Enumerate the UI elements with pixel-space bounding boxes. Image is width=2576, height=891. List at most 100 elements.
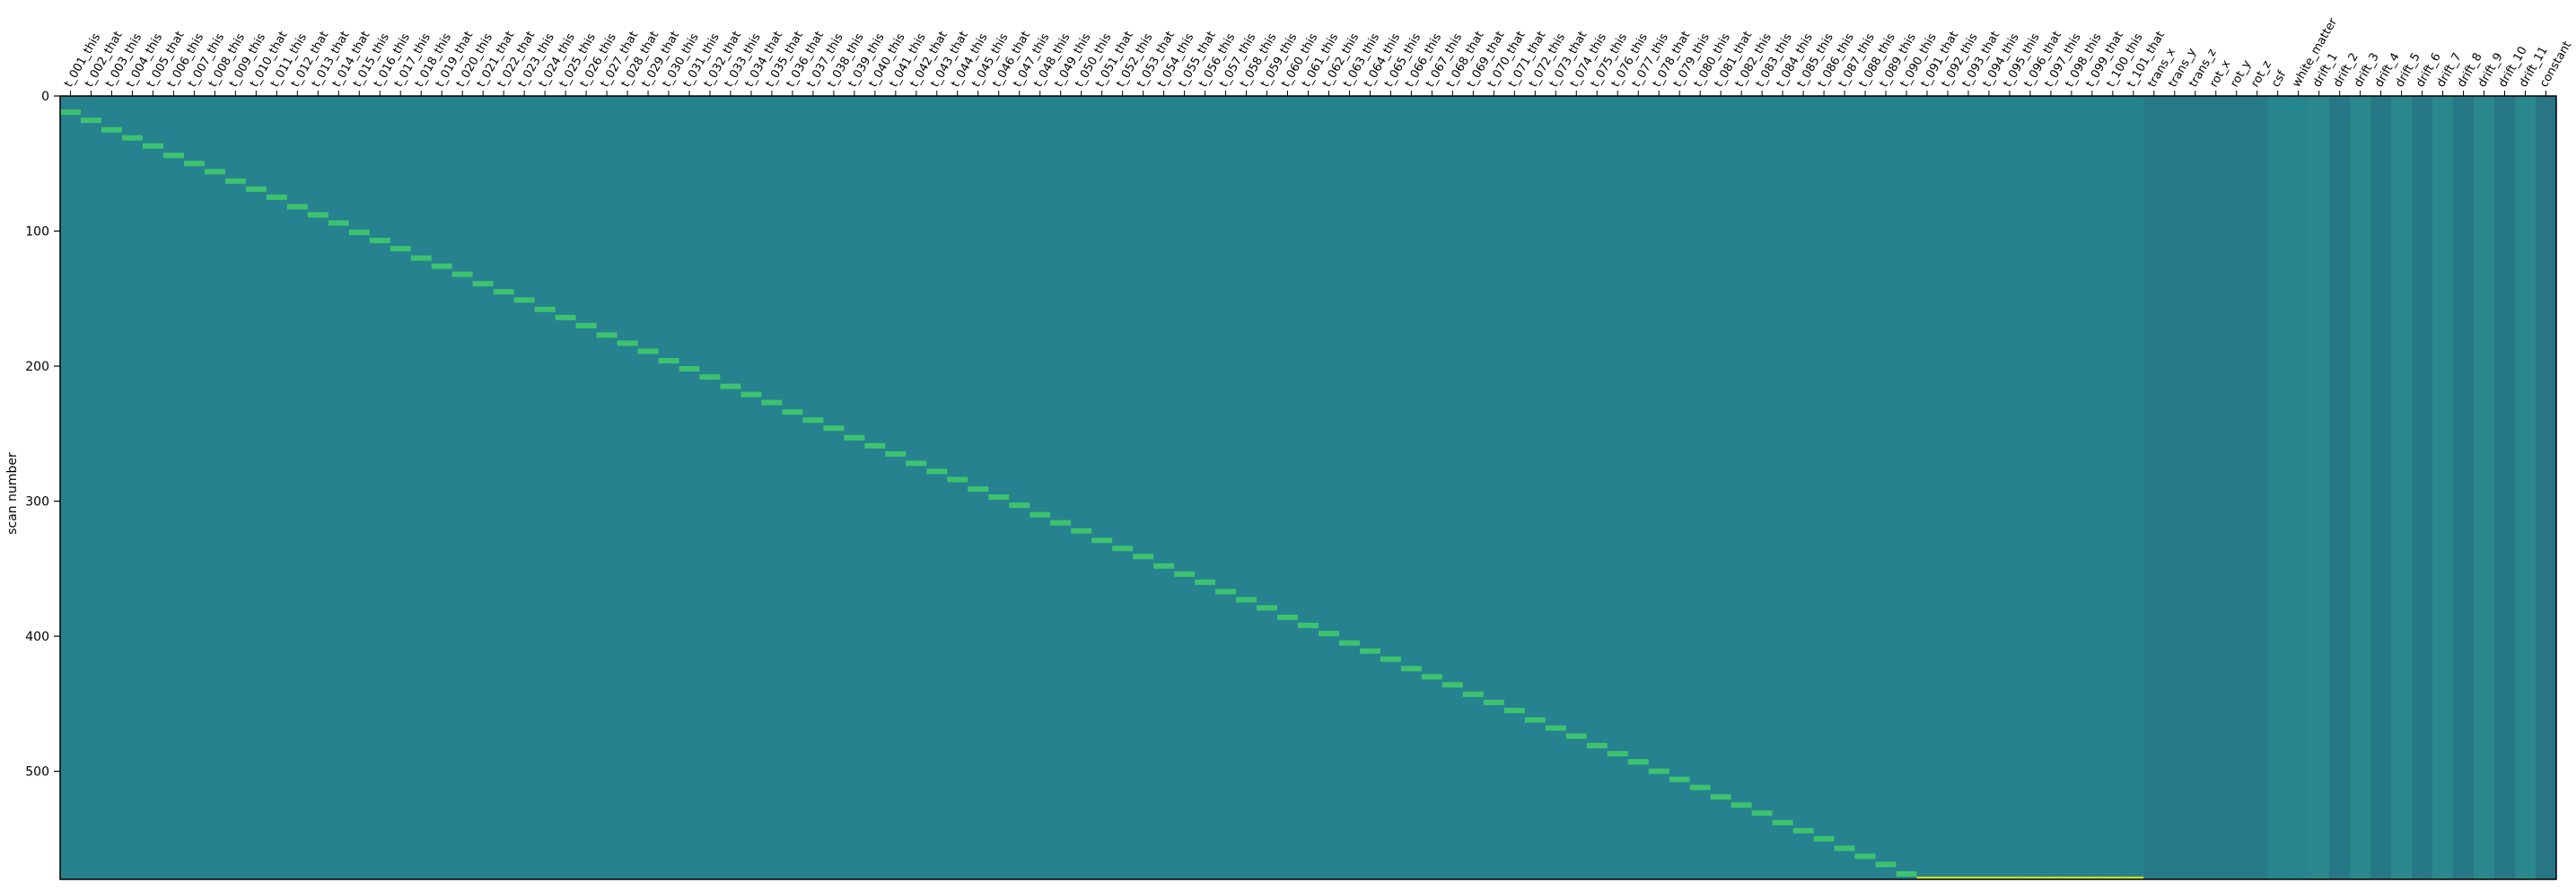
event-block-t_039_this <box>844 434 865 441</box>
regressor-column-drift_5 <box>2391 96 2413 879</box>
event-block-t_010_that <box>245 186 267 192</box>
event-block-t_018_this <box>410 255 432 261</box>
event-block-t_023_this <box>513 297 535 303</box>
event-block-t_058_this <box>1236 597 1257 603</box>
event-block-t_042_that <box>906 460 927 467</box>
event-block-t_008_this <box>204 169 225 175</box>
event-block-t_035_that <box>761 399 783 406</box>
event-block-t_025_this <box>555 314 576 320</box>
event-block-t_080_this <box>1689 784 1711 791</box>
event-block-t_014_that <box>328 220 349 226</box>
regressor-column-rot_z <box>2247 96 2268 879</box>
event-block-t_097_this <box>2040 876 2062 879</box>
event-block-t_064_this <box>1359 648 1380 654</box>
event-block-t_012_that <box>286 204 308 210</box>
event-block-t_100_this <box>2102 876 2124 879</box>
event-block-t_073_that <box>1545 725 1566 731</box>
event-block-t_049_this <box>1050 520 1072 526</box>
event-block-t_086_this <box>1813 835 1835 842</box>
x-tick-label-csf: csf <box>2269 68 2289 90</box>
event-block-t_099_that <box>2081 876 2103 879</box>
event-block-t_013_that <box>307 212 329 218</box>
y-tick-label-400: 400 <box>25 630 49 644</box>
regressor-column-drift_7 <box>2432 96 2454 879</box>
event-block-t_057_this <box>1215 589 1237 595</box>
event-block-t_063_this <box>1338 640 1360 646</box>
event-block-t_032_that <box>699 374 721 380</box>
regressor-column-drift_6 <box>2412 96 2433 879</box>
event-block-t_016_this <box>369 238 390 244</box>
event-block-t_038_this <box>823 425 845 432</box>
event-block-t_027_that <box>596 332 618 338</box>
event-block-t_075_this <box>1586 742 1608 748</box>
regressor-column-drift_10 <box>2494 96 2516 879</box>
regressor-column-drift_4 <box>2370 96 2392 879</box>
event-block-t_051_that <box>1091 537 1113 544</box>
event-block-t_052_this <box>1112 546 1134 552</box>
event-block-t_056_this <box>1195 579 1216 585</box>
event-block-t_070_that <box>1483 699 1504 705</box>
event-block-t_093_that <box>1958 876 1979 879</box>
x-tick-label-rot_z: rot_z <box>2248 58 2274 90</box>
regressor-column-drift_8 <box>2453 96 2475 879</box>
y-tick-label-500: 500 <box>25 765 49 780</box>
event-block-t_006_this <box>162 153 184 159</box>
event-block-t_031_this <box>679 366 700 372</box>
regressor-column-drift_9 <box>2474 96 2495 879</box>
regressor-column-rot_y <box>2226 96 2247 879</box>
event-block-t_098_this <box>2061 876 2082 879</box>
event-block-t_094_this <box>1978 876 2000 879</box>
regressor-column-trans_x <box>2143 96 2165 879</box>
event-block-t_101_that <box>2123 876 2144 879</box>
event-block-t_068_that <box>1441 682 1463 688</box>
event-block-t_036_that <box>782 409 803 415</box>
regressor-column-trans_y <box>2164 96 2186 879</box>
event-block-t_078_that <box>1648 768 1669 774</box>
event-block-t_066_this <box>1400 666 1422 672</box>
event-block-t_065_this <box>1380 656 1401 662</box>
regressor-column-trans_z <box>2185 96 2206 879</box>
event-block-t_007_this <box>183 161 205 167</box>
event-block-t_050_this <box>1071 528 1092 534</box>
event-block-t_095_this <box>1999 876 2020 879</box>
regressor-column-drift_11 <box>2515 96 2537 879</box>
regressor-column-drift_1 <box>2309 96 2330 879</box>
event-block-t_020_this <box>451 271 473 277</box>
event-block-t_076_this <box>1607 751 1628 757</box>
event-block-t_089_this <box>1875 861 1897 868</box>
event-block-t_005_that <box>142 143 163 149</box>
heatmap-plot-area <box>60 96 2556 879</box>
event-block-t_053_that <box>1133 554 1154 560</box>
event-block-t_096_that <box>2020 876 2041 879</box>
regressor-column-drift_2 <box>2329 96 2351 879</box>
y-tick-label-100: 100 <box>25 225 49 240</box>
event-block-t_046_that <box>988 494 1010 501</box>
event-block-t_034_that <box>740 391 762 397</box>
event-block-t_091_that <box>1916 876 1938 879</box>
event-block-t_033_this <box>720 383 741 389</box>
event-block-t_022_that <box>493 289 514 295</box>
event-block-t_062_this <box>1318 631 1339 637</box>
event-block-t_019_that <box>431 263 452 269</box>
event-block-t_044_this <box>947 476 968 483</box>
event-block-t_041_this <box>885 450 907 457</box>
event-block-t_029_that <box>637 348 659 354</box>
event-block-t_047_this <box>1009 502 1030 509</box>
event-block-t_059_this <box>1257 605 1278 611</box>
y-tick-label-0: 0 <box>41 90 49 104</box>
heatmap-background <box>60 96 2556 879</box>
event-block-t_045_this <box>968 485 989 493</box>
regressor-column-csf <box>2267 96 2289 879</box>
event-block-t_015_this <box>348 230 370 236</box>
event-block-t_043_that <box>926 468 948 475</box>
event-block-t_061_this <box>1298 623 1319 629</box>
event-block-t_003_this <box>101 127 122 133</box>
regressor-column-drift_3 <box>2350 96 2371 879</box>
event-block-t_004_this <box>121 135 143 141</box>
event-block-t_083_this <box>1751 810 1773 817</box>
event-block-t_079_this <box>1669 776 1690 782</box>
event-block-t_037_this <box>802 417 824 424</box>
event-block-t_082_this <box>1730 802 1752 808</box>
event-block-t_024_this <box>534 306 556 312</box>
